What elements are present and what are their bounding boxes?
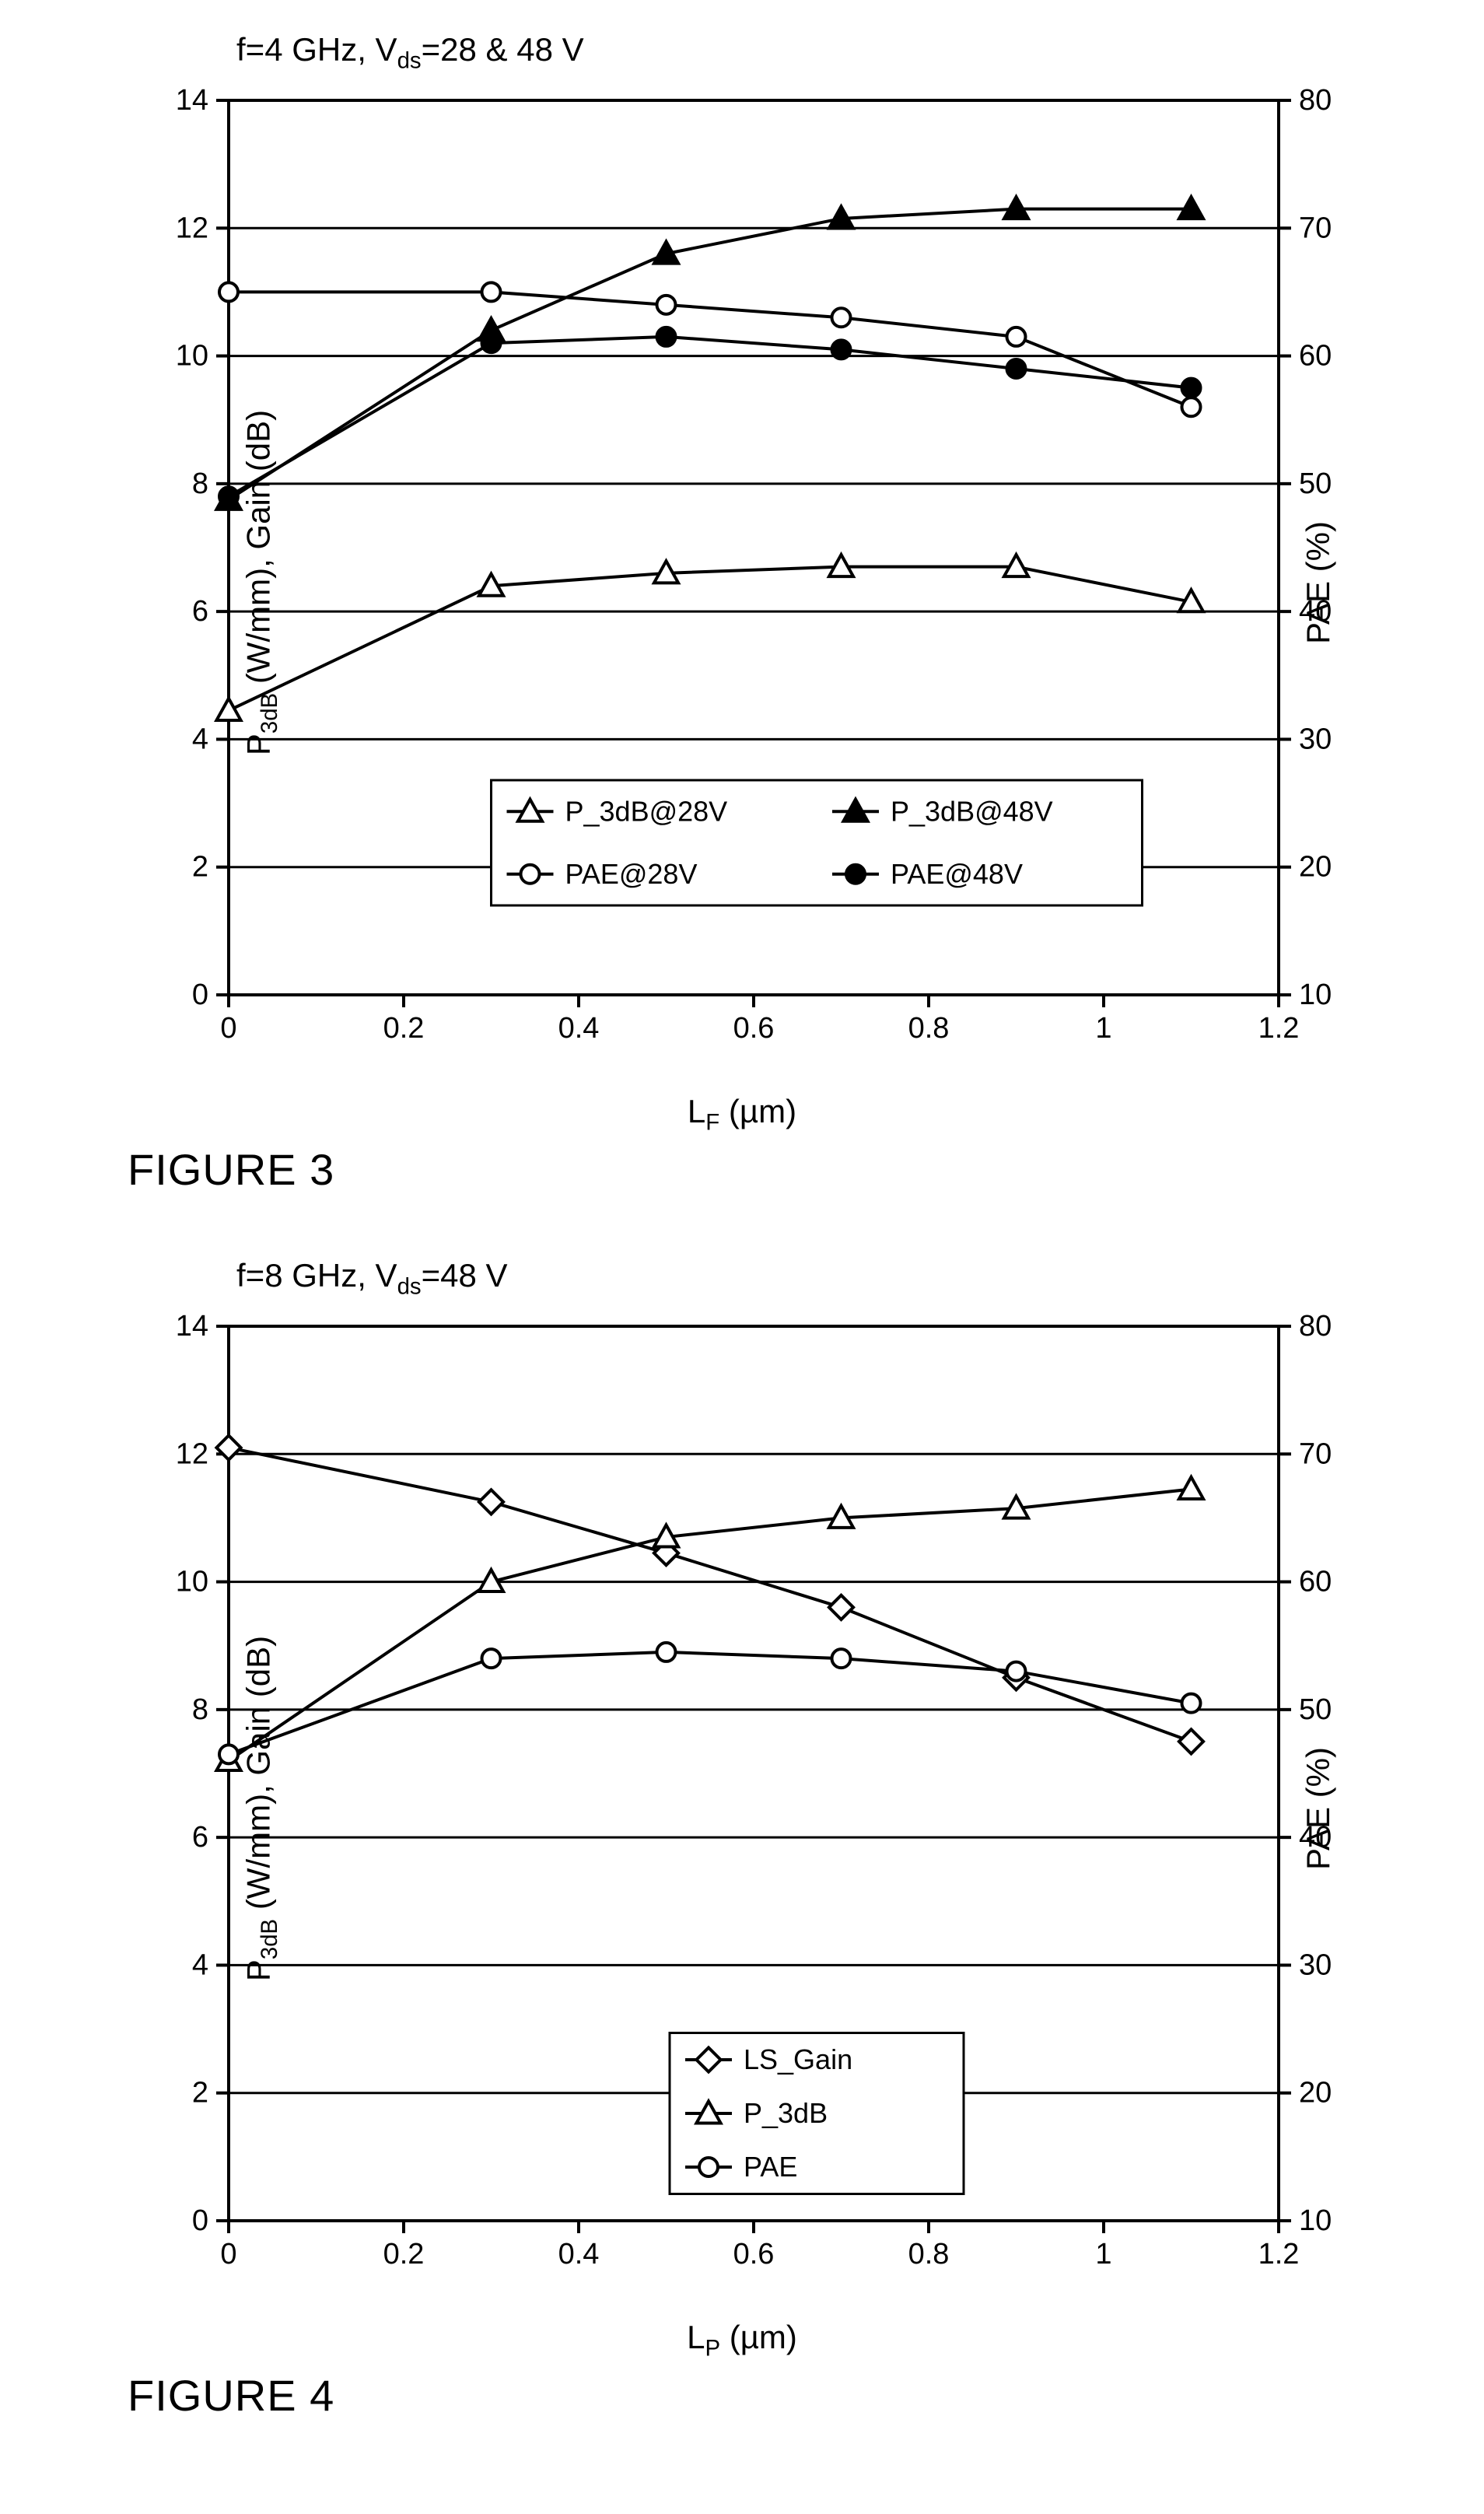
svg-text:1: 1 [1095, 2238, 1111, 2271]
figure-4-title: f=8 GHz, Vds=48 V [236, 1257, 1403, 1300]
svg-text:PAE@28V: PAE@28V [565, 858, 698, 890]
svg-text:2: 2 [192, 2077, 208, 2110]
svg-text:10: 10 [1299, 979, 1332, 1011]
figure-4-ylabel: P3dB (W/mm), Gain (dB) [240, 1636, 282, 1981]
svg-text:P_3dB@48V: P_3dB@48V [891, 796, 1053, 828]
figure-3: f=4 GHz, Vds=28 & 48 V P3dB (W/mm), Gain… [81, 31, 1403, 1195]
svg-text:4: 4 [192, 723, 208, 756]
figure-3-y2label: PAE (%) [1300, 521, 1337, 644]
svg-text:8: 8 [192, 1693, 208, 1726]
svg-text:60: 60 [1299, 340, 1332, 373]
svg-text:12: 12 [176, 212, 208, 245]
svg-text:0.4: 0.4 [558, 2238, 600, 2271]
figure-3-xlabel: LF (µm) [81, 1093, 1403, 1136]
svg-text:0.8: 0.8 [908, 1012, 950, 1045]
svg-text:80: 80 [1299, 84, 1332, 117]
svg-text:PAE: PAE [744, 2151, 797, 2183]
svg-text:6: 6 [192, 1821, 208, 1854]
svg-text:20: 20 [1299, 2077, 1332, 2110]
svg-text:0.4: 0.4 [558, 1012, 600, 1045]
figure-4-y2label: PAE (%) [1300, 1747, 1337, 1870]
svg-text:6: 6 [192, 596, 208, 628]
svg-text:4: 4 [192, 1949, 208, 1982]
svg-text:10: 10 [176, 340, 208, 373]
svg-text:0: 0 [192, 2204, 208, 2237]
svg-text:12: 12 [176, 1437, 208, 1470]
svg-text:10: 10 [1299, 2204, 1332, 2237]
svg-text:0: 0 [220, 1012, 236, 1045]
svg-text:2: 2 [192, 851, 208, 884]
svg-text:0.6: 0.6 [733, 1012, 775, 1045]
svg-text:1: 1 [1095, 1012, 1111, 1045]
svg-text:14: 14 [176, 1310, 208, 1343]
svg-text:14: 14 [176, 84, 208, 117]
svg-text:0.2: 0.2 [383, 1012, 425, 1045]
svg-text:0.2: 0.2 [383, 2238, 425, 2271]
svg-text:0: 0 [220, 2238, 236, 2271]
svg-text:50: 50 [1299, 1693, 1332, 1726]
svg-text:70: 70 [1299, 1437, 1332, 1470]
svg-text:0.6: 0.6 [733, 2238, 775, 2271]
figure-4: f=8 GHz, Vds=48 V P3dB (W/mm), Gain (dB)… [81, 1257, 1403, 2421]
figure-4-caption: FIGURE 4 [128, 2370, 1403, 2421]
figure-4-plot: P3dB (W/mm), Gain (dB) PAE (%) 0 0.2 0.4 0.… [81, 1303, 1403, 2314]
figure-3-caption: FIGURE 3 [128, 1144, 1403, 1195]
figure-4-xlabel: LP (µm) [81, 2319, 1403, 2362]
svg-text:20: 20 [1299, 851, 1332, 884]
svg-text:80: 80 [1299, 1310, 1332, 1343]
figure-3-ylabel: P3dB (W/mm), Gain (dB) [240, 410, 282, 755]
svg-text:10: 10 [176, 1566, 208, 1598]
svg-text:0: 0 [192, 979, 208, 1011]
figure-3-title: f=4 GHz, Vds=28 & 48 V [236, 31, 1403, 74]
svg-text:PAE@48V: PAE@48V [891, 858, 1023, 890]
svg-text:50: 50 [1299, 467, 1332, 500]
svg-text:60: 60 [1299, 1566, 1332, 1598]
svg-text:P_3dB: P_3dB [744, 2097, 828, 2129]
svg-text:0.8: 0.8 [908, 2238, 950, 2271]
svg-text:P_3dB@28V: P_3dB@28V [565, 796, 728, 828]
svg-text:30: 30 [1299, 723, 1332, 756]
svg-text:LS_Gain: LS_Gain [744, 2043, 852, 2075]
svg-text:1.2: 1.2 [1258, 1012, 1300, 1045]
figure-3-plot: P3dB (W/mm), Gain (dB) PAE (%) 0 0.2 0.4 0.… [81, 77, 1403, 1088]
svg-text:8: 8 [192, 467, 208, 500]
svg-text:70: 70 [1299, 212, 1332, 245]
svg-text:1.2: 1.2 [1258, 2238, 1300, 2271]
svg-text:30: 30 [1299, 1949, 1332, 1982]
